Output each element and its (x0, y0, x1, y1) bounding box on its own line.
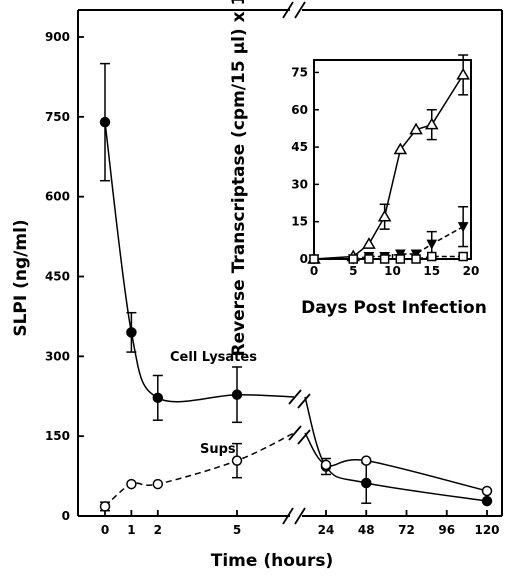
inset-data-point-open-square-9 (379, 254, 390, 264)
data-point-cell-lysates-48 (361, 477, 372, 489)
main-x-tick-label-24: 24 (318, 523, 335, 537)
main-y-tick-label-600: 600 (45, 190, 70, 204)
data-point-cell-lysates-2 (152, 392, 164, 404)
inset-x-tick-label-20: 20 (463, 264, 480, 278)
inset-y-tick-label-15: 15 (291, 215, 308, 229)
axis-break-mark-top-1 (282, 1, 294, 19)
series-break-mark-sups-1 (288, 425, 302, 441)
inset-data-point-open-triangle-9 (377, 209, 392, 222)
data-point-cell-lysates-0 (99, 116, 111, 128)
inset-data-point-open-triangle-11 (393, 142, 408, 155)
main-y-axis-label: SLPI (ng/ml) (11, 219, 31, 336)
data-point-sups-1 (126, 478, 137, 490)
data-point-sups-24 (320, 459, 332, 471)
series-break-mark-sups-2 (297, 429, 311, 445)
data-point-cell-lysates-5 (231, 389, 243, 400)
main-x-tick-label-2: 2 (154, 523, 162, 537)
main-x-tick-label-5: 5 (233, 523, 241, 537)
main-x-tick-label-1: 1 (127, 523, 135, 537)
axis-break-mark-bottom-2 (294, 507, 306, 525)
main-y-tick-label-300: 300 (45, 349, 70, 363)
inset-data-point-open-square-7 (364, 254, 374, 264)
inset-data-point-open-square-5 (348, 254, 358, 264)
data-point-cell-lysates-120 (481, 495, 493, 507)
inset-data-point-open-triangle-7 (362, 237, 376, 249)
inset-data-point-open-square-11 (395, 254, 406, 264)
inset-x-tick-label-0: 0 (310, 264, 318, 278)
inset-y-axis-label: Reverse Transcriptase (cpm/15 μl) x 10−3 (226, 0, 249, 357)
inset-x-axis-label: Days Post Infection (301, 298, 487, 318)
inset-frame (313, 59, 472, 260)
series-break-mark-lysates-2 (297, 393, 311, 409)
main-y-tick-label-750: 750 (45, 110, 70, 124)
inset-y-tick-label-0: 0 (300, 252, 308, 266)
inset-y-tick-label-45: 45 (291, 140, 308, 154)
inset-data-point-open-triangle-15 (424, 117, 439, 130)
series-label-sups: Sups (200, 442, 236, 457)
main-x-tick-label-72: 72 (398, 523, 415, 537)
series-line-cell-lysates-right (304, 396, 488, 502)
main-x-tick-label-96: 96 (438, 523, 455, 537)
axis-break-mark-bottom-1 (282, 507, 294, 525)
data-point-sups-48 (361, 455, 372, 466)
inset-data-point-open-triangle-19 (456, 67, 470, 80)
series-break-mark-lysates-1 (288, 389, 302, 405)
main-y-tick-label-150: 150 (45, 429, 70, 443)
data-point-sups-120 (481, 485, 493, 497)
main-y-tick-label-0: 0 (62, 509, 70, 523)
series-line-sups-right (304, 432, 488, 492)
inset-x-tick-label-10: 10 (384, 264, 401, 278)
main-y-tick-label-450: 450 (45, 270, 70, 284)
inset-data-point-open-square-15 (427, 251, 437, 262)
series-label-cell-lysates: Cell Lysates (170, 350, 257, 365)
main-x-tick-label-0: 0 (101, 523, 109, 537)
data-point-sups-2 (152, 478, 164, 490)
inset-y-tick-label-60: 60 (291, 103, 308, 117)
inset-x-tick-label-5: 5 (349, 264, 357, 278)
main-x-tick-label-120: 120 (474, 523, 499, 537)
main-x-axis-label: Time (hours) (211, 551, 334, 571)
inset-x-tick-label-15: 15 (423, 264, 440, 278)
data-point-cell-lysates-1 (126, 327, 137, 338)
inset-y-tick-label-30: 30 (291, 177, 308, 191)
inset-data-point-open-square-0 (309, 254, 319, 264)
inset-data-point-open-triangle-13 (409, 122, 423, 135)
inset-data-point-filled-down-triangle-19 (457, 222, 469, 233)
data-point-sups-5 (231, 455, 243, 466)
series-line-cell-lysates-left (104, 122, 295, 403)
data-point-sups-0 (99, 501, 111, 512)
inset-data-point-open-square-13 (411, 254, 421, 264)
axis-break-mark-top-2 (294, 1, 306, 19)
inset-y-tick-label-75: 75 (291, 65, 308, 79)
main-y-tick-label-900: 900 (45, 30, 70, 44)
inset-data-point-open-square-19 (458, 251, 468, 262)
main-x-tick-label-48: 48 (358, 523, 375, 537)
inset-data-point-filled-down-triangle-15 (426, 239, 438, 250)
